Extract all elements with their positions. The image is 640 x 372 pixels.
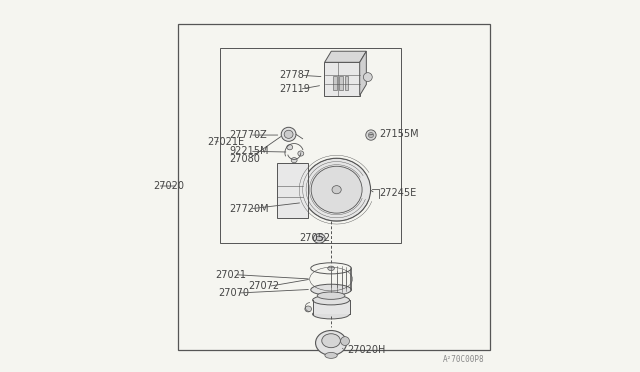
- Ellipse shape: [298, 151, 304, 156]
- FancyBboxPatch shape: [324, 62, 360, 96]
- Ellipse shape: [303, 158, 371, 221]
- Ellipse shape: [325, 352, 337, 358]
- Text: 27080: 27080: [230, 154, 260, 164]
- Ellipse shape: [316, 330, 347, 355]
- Text: 27052: 27052: [300, 233, 331, 243]
- Text: 27020H: 27020H: [348, 345, 386, 355]
- Circle shape: [369, 132, 374, 138]
- Text: 27787: 27787: [280, 70, 310, 80]
- Ellipse shape: [281, 127, 296, 141]
- Ellipse shape: [332, 186, 341, 194]
- Text: 27155M: 27155M: [379, 129, 419, 139]
- Bar: [277, 163, 308, 218]
- Text: 27021: 27021: [215, 270, 246, 280]
- Bar: [312, 300, 349, 314]
- Ellipse shape: [284, 130, 293, 138]
- Text: 92215M: 92215M: [230, 146, 269, 156]
- Text: 27020: 27020: [153, 181, 184, 191]
- Ellipse shape: [322, 334, 340, 348]
- Text: 27070: 27070: [218, 288, 250, 298]
- Bar: [220, 48, 401, 243]
- Ellipse shape: [311, 284, 351, 295]
- Bar: [345, 76, 348, 90]
- Polygon shape: [360, 51, 366, 96]
- Circle shape: [364, 73, 372, 81]
- Ellipse shape: [311, 166, 362, 213]
- Text: 27119: 27119: [280, 84, 310, 94]
- Text: 27021E: 27021E: [207, 137, 244, 147]
- Ellipse shape: [314, 234, 325, 243]
- Text: 27770Z: 27770Z: [230, 130, 268, 140]
- Text: 27720M: 27720M: [230, 204, 269, 214]
- Ellipse shape: [316, 236, 322, 241]
- Bar: [339, 76, 342, 90]
- Polygon shape: [324, 51, 366, 62]
- Ellipse shape: [305, 306, 312, 312]
- Circle shape: [340, 337, 349, 346]
- Ellipse shape: [287, 145, 292, 150]
- Bar: [178, 23, 490, 350]
- Text: A²70C00P8: A²70C00P8: [443, 355, 484, 364]
- Ellipse shape: [312, 295, 349, 305]
- Text: 27245E: 27245E: [379, 188, 417, 198]
- Circle shape: [366, 130, 376, 140]
- Ellipse shape: [312, 310, 349, 319]
- Ellipse shape: [328, 266, 334, 270]
- Ellipse shape: [317, 292, 345, 299]
- Text: 27072: 27072: [248, 282, 279, 291]
- Bar: [333, 76, 337, 90]
- Ellipse shape: [291, 158, 297, 163]
